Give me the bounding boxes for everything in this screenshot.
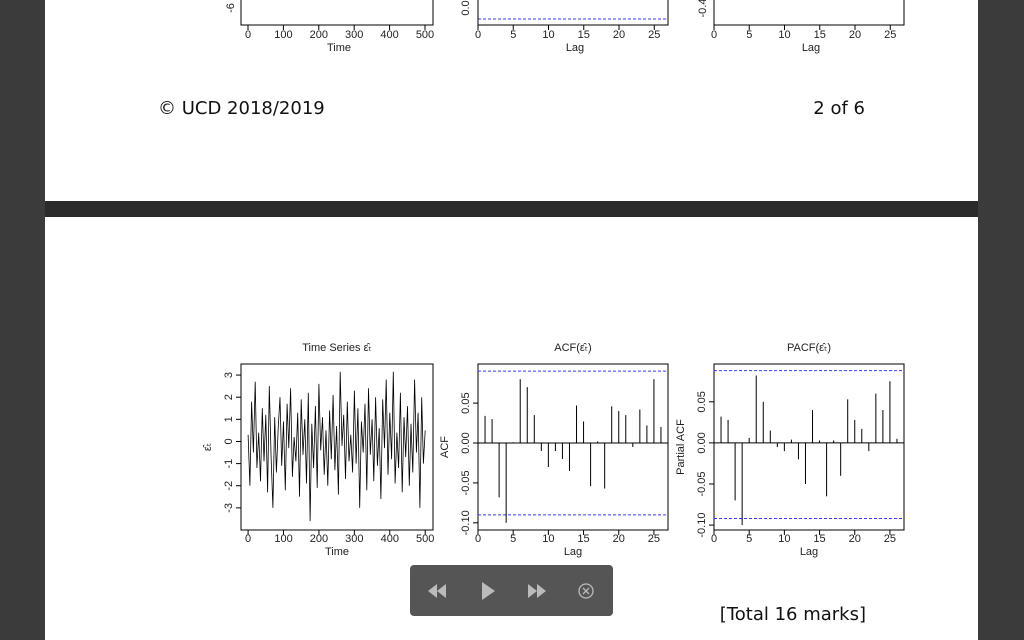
x-tick-label: 0 [711,533,717,545]
x-tick-label: 10 [778,533,790,545]
plot-frame [240,0,434,26]
x-tick-label: 5 [510,533,516,545]
page-number: 2 of 6 [813,98,865,119]
x-tick-label: 0 [711,29,717,41]
page [45,0,978,201]
footer: © UCD 2018/2019 [158,98,325,119]
y-tick-label: 0.00 [696,432,708,453]
total-marks: [Total 16 marks] [720,604,866,625]
plot-frame [713,363,905,531]
y-tick-label: -2 [223,481,235,491]
y-tick-label: -0.05 [696,471,708,496]
y-tick-label: 0.05 [460,392,472,413]
x-axis-label: Lag [802,42,820,54]
x-tick-label: 400 [381,533,399,545]
x-tick-label: 10 [778,29,790,41]
x-tick-label: 400 [380,29,398,41]
y-tick-label: -0.10 [696,513,708,538]
y-tick-label: 0.00 [460,432,472,453]
series-line [247,371,426,522]
x-tick-label: 200 [310,533,328,545]
x-tick-label: 20 [849,29,861,41]
x-axis-label: Lag [566,42,584,54]
y-tick-label: -3 [223,503,235,513]
y-tick-label: 3 [223,372,235,378]
chart-title: PACF(ε̂ₜ) [787,342,831,354]
x-axis-label: Time [325,546,349,558]
x-tick-label: 15 [814,29,826,41]
x-tick-label: 0 [245,29,251,41]
x-axis-label: Lag [800,546,818,558]
y-tick-label: 2 [223,394,235,400]
x-tick-label: 300 [345,533,363,545]
x-tick-label: 15 [577,533,589,545]
x-tick-label: 20 [613,29,625,41]
x-tick-label: 5 [746,29,752,41]
plot-frame [240,363,434,531]
controls-bg [410,565,613,616]
chart-title: Time Series ε̂ₜ [302,342,371,354]
x-tick-label: 25 [648,533,660,545]
x-tick-label: 25 [884,533,896,545]
plot-frame [477,0,669,26]
y-tick-label: 1 [223,416,235,422]
x-tick-label: 15 [578,29,590,41]
y-tick-label: -0.4 [697,0,709,17]
x-tick-label: 25 [884,29,896,41]
rewind-button[interactable] [422,578,452,604]
x-tick-label: 5 [510,29,516,41]
y-tick-label: -0.10 [460,510,472,535]
x-tick-label: 0 [475,29,481,41]
x-tick-label: 25 [648,29,660,41]
x-tick-label: 20 [849,533,861,545]
y-tick-label: 0.05 [696,391,708,412]
media-controls [410,565,613,616]
page-gap [45,201,978,217]
x-tick-label: 200 [310,29,328,41]
x-tick-label: 10 [542,29,554,41]
y-tick-label: -6 [225,3,237,13]
x-tick-label: 20 [613,533,625,545]
play-button[interactable] [474,578,502,604]
y-axis-label: ACF [439,436,451,458]
close-button[interactable] [578,583,594,599]
y-tick-label: 0.0 [460,0,472,15]
y-axis-label: Partial ACF [675,419,687,475]
x-tick-label: 0 [245,533,251,545]
y-tick-label: -0.05 [460,470,472,495]
x-tick-label: 10 [542,533,554,545]
x-axis-label: Time [327,42,351,54]
chart-title: ACF(ε̂ₜ) [554,342,591,354]
plot-frame [713,0,905,26]
x-axis-label: Lag [564,546,582,558]
plot-frame [477,363,669,531]
y-axis-label: ε̂ₜ [202,443,214,451]
y-tick-label: 0 [223,438,235,444]
fast-forward-button[interactable] [522,578,552,604]
x-tick-label: 15 [813,533,825,545]
x-tick-label: 500 [416,533,434,545]
x-tick-label: 500 [416,29,434,41]
x-tick-label: 5 [746,533,752,545]
x-tick-label: 0 [475,533,481,545]
x-tick-label: 300 [345,29,363,41]
x-tick-label: 100 [274,533,292,545]
y-tick-label: -1 [223,459,235,469]
x-tick-label: 100 [274,29,292,41]
